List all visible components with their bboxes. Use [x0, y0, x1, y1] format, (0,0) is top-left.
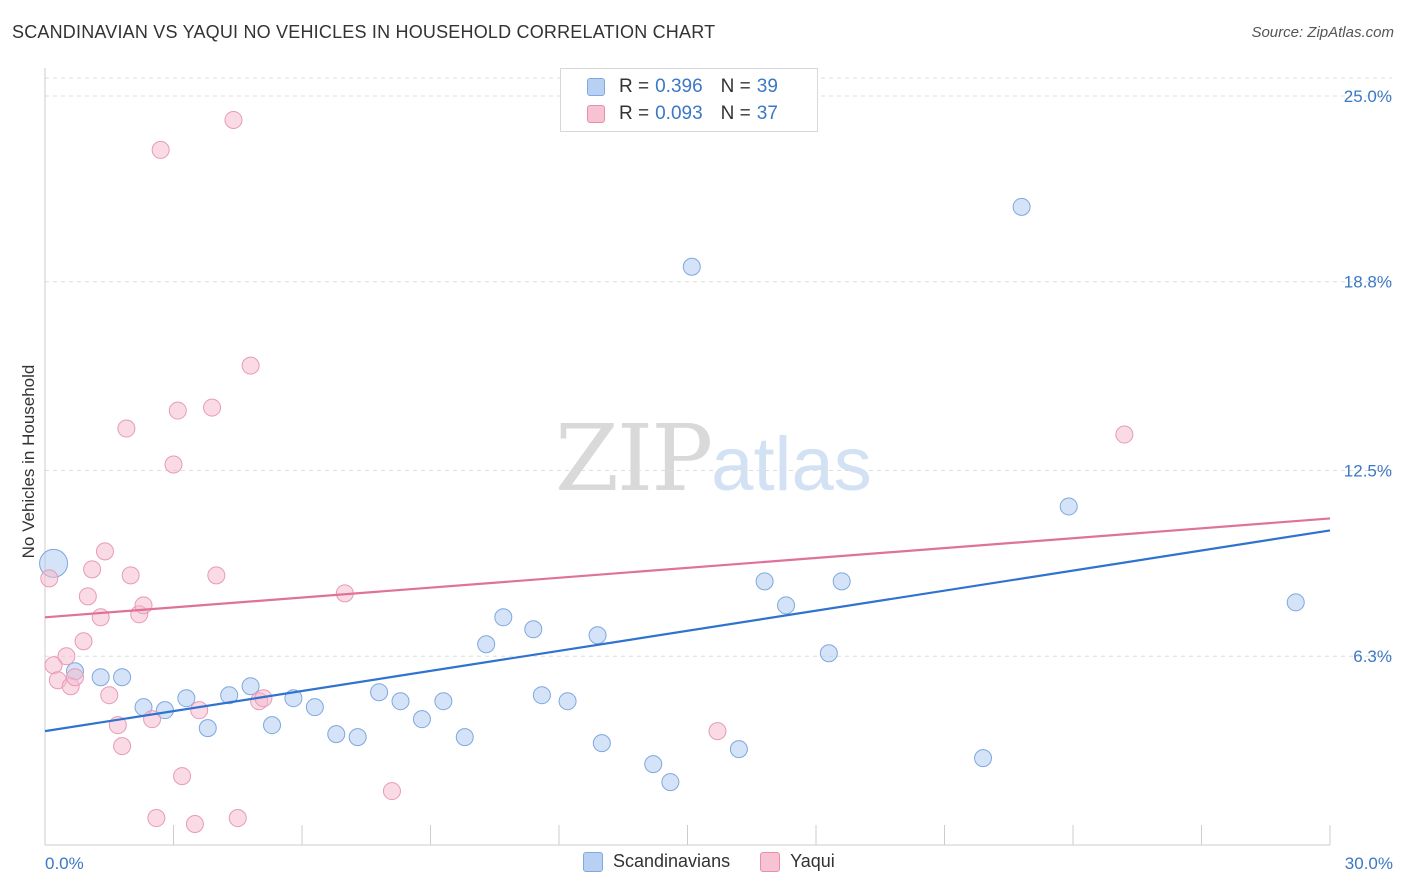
scandinavians-trend-line: [44, 529, 1331, 733]
scandinavians-point: [729, 740, 748, 759]
yaqui-point: [113, 737, 132, 756]
yaqui-point: [57, 647, 76, 666]
scandinavians-point: [819, 644, 838, 663]
scandinavians-point: [434, 692, 453, 711]
scandinavians-point: [1286, 593, 1305, 612]
r-label: R =: [619, 76, 650, 97]
scandinavians-point: [532, 686, 551, 705]
legend-item-scandinavians: Scandinavians: [583, 851, 730, 872]
scandinavians-point: [91, 668, 110, 687]
scandinavians-point: [327, 725, 346, 744]
legend-label-yaqui: Yaqui: [790, 851, 835, 871]
scandinavians-point: [661, 773, 680, 792]
watermark-zip: ZIP: [555, 405, 713, 512]
scandinavians-legend-swatch: [583, 851, 603, 872]
scandinavians-point: [777, 596, 796, 615]
yaqui-point: [91, 608, 110, 627]
yaqui-point: [121, 566, 140, 585]
legend-stats: R = 0.396 N = 39 R = 0.093 N = 37: [560, 68, 818, 132]
scandinavians-point: [113, 668, 132, 687]
yaqui-point: [65, 668, 84, 687]
scandinavians-point: [391, 692, 410, 711]
yaqui-point: [164, 455, 183, 474]
yaqui-point: [117, 419, 136, 438]
legend-item-yaqui: Yaqui: [760, 851, 835, 872]
yaqui-point: [74, 632, 93, 651]
scandinavians-swatch: [587, 78, 605, 96]
yaqui-trend-line: [44, 517, 1331, 619]
x-tick-label-max: 30.0%: [1345, 854, 1393, 873]
legend-row-yaqui: R = 0.093 N = 37: [587, 102, 778, 126]
yaqui-point: [1115, 425, 1134, 444]
yaqui-point: [168, 401, 187, 420]
source-label: Source: ZipAtlas.com: [1251, 24, 1394, 41]
y-axis-title: No Vehicles in Household: [19, 365, 38, 559]
x-tick-label-min: 0.0%: [45, 854, 84, 873]
yaqui-point: [241, 356, 260, 375]
yaqui-point: [100, 686, 119, 705]
scandinavians-point: [974, 749, 993, 768]
r-label: R =: [619, 103, 650, 124]
scandinavians-point: [177, 689, 196, 708]
yaqui-point: [207, 566, 226, 585]
scandinavians-point: [1059, 497, 1078, 516]
scandinavians-point: [305, 698, 324, 717]
scandinavians-point: [198, 719, 217, 738]
yaqui-point: [147, 809, 166, 828]
scandinavians-point: [370, 683, 389, 702]
scandinavians-point: [588, 626, 607, 645]
scandinavians-point: [682, 257, 701, 276]
yaqui-point: [228, 809, 247, 828]
scandinavians-point: [832, 572, 851, 591]
scandinavians-point: [592, 734, 611, 753]
r-value: 0.093: [655, 103, 703, 124]
yaqui-point: [224, 110, 243, 129]
y-tick-label: 6.3%: [1353, 647, 1392, 666]
chart-title: SCANDINAVIAN VS YAQUI NO VEHICLES IN HOU…: [12, 22, 716, 42]
scandinavians-point: [644, 755, 663, 774]
yaqui-point: [40, 569, 59, 588]
scandinavians-point: [220, 686, 239, 705]
legend-row-scandinavians: R = 0.396 N = 39: [587, 75, 778, 99]
n-label: N =: [720, 76, 751, 97]
scandinavians-point: [558, 692, 577, 711]
legend-series: Scandinavians Yaqui: [583, 851, 865, 872]
y-tick-label: 18.8%: [1344, 273, 1392, 292]
y-tick-label: 12.5%: [1344, 461, 1392, 480]
y-tick-label: 25.0%: [1344, 87, 1392, 106]
yaqui-point: [83, 560, 102, 579]
scandinavians-point: [524, 620, 543, 639]
watermark-atlas: atlas: [711, 422, 872, 507]
scandinavians-point: [455, 728, 474, 747]
scandinavians-point: [494, 608, 513, 627]
yaqui-point: [203, 398, 222, 417]
yaqui-point: [95, 542, 114, 561]
yaqui-swatch: [587, 105, 605, 123]
scandinavians-point: [263, 716, 282, 735]
n-value: 39: [756, 76, 778, 97]
scandinavians-point: [755, 572, 774, 591]
r-value: 0.396: [655, 76, 703, 97]
yaqui-point: [78, 587, 97, 606]
scandinavians-point: [477, 635, 496, 654]
watermark: ZIPatlas: [555, 405, 872, 512]
scandinavians-point: [1012, 197, 1031, 216]
n-label: N =: [720, 103, 751, 124]
yaqui-point: [382, 782, 401, 801]
scandinavians-point: [241, 677, 260, 696]
scandinavians-point: [412, 710, 431, 729]
yaqui-point: [190, 701, 209, 720]
n-value: 37: [756, 103, 778, 124]
yaqui-point: [708, 722, 727, 741]
yaqui-legend-swatch: [760, 851, 781, 872]
scandinavians-point: [348, 728, 367, 747]
yaqui-point: [185, 815, 204, 834]
yaqui-point: [151, 140, 170, 159]
yaqui-point: [173, 767, 192, 786]
legend-label-scandinavians: Scandinavians: [613, 851, 731, 871]
